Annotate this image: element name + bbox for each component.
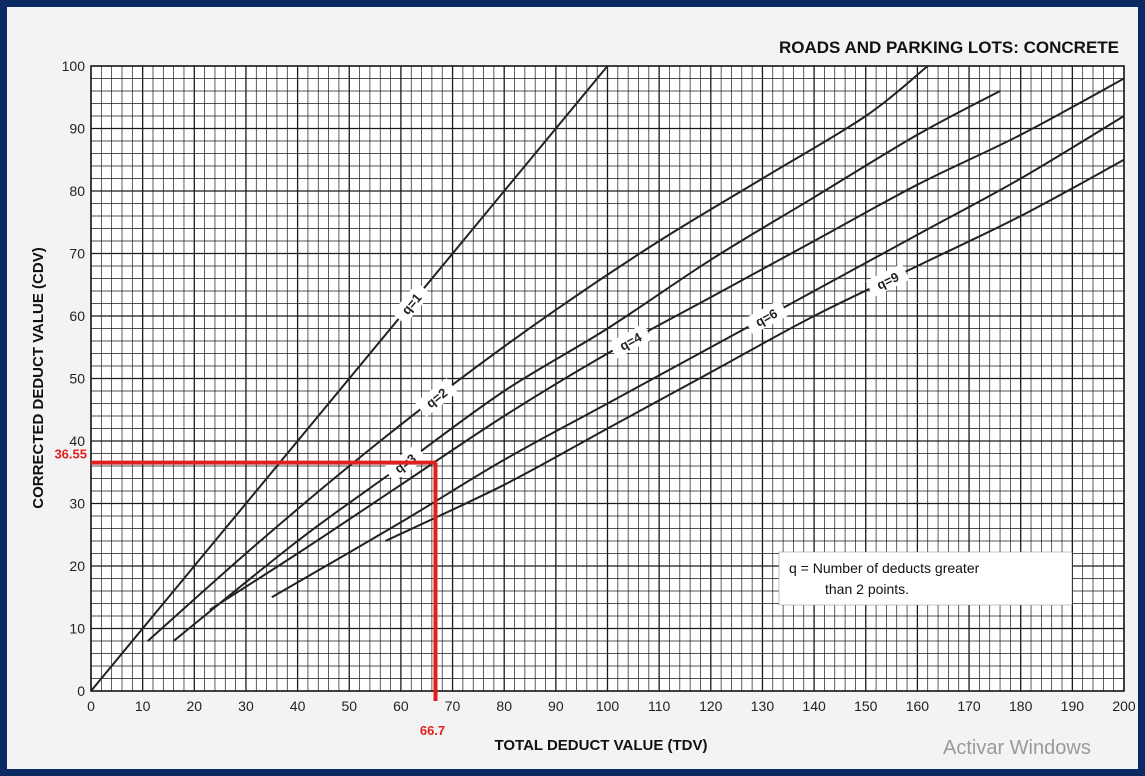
- y-tick-label: 40: [69, 433, 85, 449]
- series-label-q9: q=9: [865, 263, 910, 298]
- x-tick-label: 80: [496, 698, 512, 714]
- x-tick-label: 190: [1061, 698, 1085, 714]
- cdv-annotation-label: 36.55: [54, 447, 87, 462]
- series-line-q6: [271, 115, 1125, 599]
- tdv-annotation-label: 66.7: [420, 723, 445, 738]
- x-tick-label: 130: [751, 698, 775, 714]
- x-tick-label: 0: [87, 698, 95, 714]
- x-tick-label: 90: [548, 698, 564, 714]
- series-label-bg: [744, 299, 788, 335]
- series-label-bg: [865, 263, 910, 298]
- x-tick-label: 70: [445, 698, 461, 714]
- chart-svg: 0 10 20 30 40 50 60 70 80 90 100 110 120 130 140 150 160…: [30, 38, 1136, 759]
- x-tick-label: 180: [1009, 698, 1033, 714]
- y-tick-label: 0: [77, 683, 85, 699]
- y-tick-label: 90: [69, 121, 85, 137]
- legend-note-line1: q = Number of deducts greater: [789, 560, 980, 576]
- legend-note-line2: than 2 points.: [825, 581, 909, 597]
- grid-layer: [90, 65, 1125, 692]
- x-tick-label: 50: [341, 698, 357, 714]
- x-tick-label: 150: [854, 698, 878, 714]
- x-tick-label: 100: [596, 698, 620, 714]
- x-tick-label: 30: [238, 698, 254, 714]
- x-tick-label: 110: [648, 698, 671, 714]
- series-label-bg: [415, 378, 458, 417]
- series-line-q3: [172, 90, 1001, 642]
- y-axis-title: CORRECTED DEDUCT VALUE (CDV): [30, 247, 47, 508]
- series-line-q1: [90, 65, 609, 692]
- x-tick-label: 170: [957, 698, 981, 714]
- series-label-bg: [608, 323, 653, 359]
- y-tick-label: 70: [69, 246, 85, 262]
- x-axis-title: TOTAL DEDUCT VALUE (TDV): [494, 737, 707, 754]
- series-line-q9: [384, 158, 1125, 542]
- series-line-q4: [209, 77, 1125, 611]
- series-label-bg: [391, 282, 431, 325]
- windows-watermark: Activar Windows: [943, 737, 1091, 759]
- x-tick-label: 60: [393, 698, 409, 714]
- y-tick-label: 10: [69, 621, 85, 637]
- y-tick-label: 80: [69, 183, 85, 199]
- legend-note-box: [778, 551, 1073, 606]
- tick-layer: 0 10 20 30 40 50 60 70 80 90 100 110 120 130 140 150 160…: [62, 58, 1136, 714]
- x-tick-label: 10: [135, 698, 151, 714]
- y-tick-label: 30: [69, 496, 85, 512]
- x-tick-label: 20: [187, 698, 203, 714]
- legend-note: q = Number of deducts greater than 2 poi…: [778, 551, 1073, 606]
- y-tick-label: 50: [69, 371, 85, 387]
- y-tick-label: 60: [69, 308, 85, 324]
- series-label-q4: q=4: [608, 323, 653, 359]
- x-tick-label: 40: [290, 698, 306, 714]
- y-tick-label: 20: [69, 558, 85, 574]
- x-tick-label: 200: [1112, 698, 1136, 714]
- y-tick-label: 100: [62, 58, 86, 74]
- annotation-layer: 36.55 66.7: [54, 447, 445, 738]
- x-tick-label: 120: [699, 698, 723, 714]
- series-line-q2: [147, 65, 929, 642]
- x-tick-label: 140: [802, 698, 826, 714]
- chart-title: ROADS AND PARKING LOTS: CONCRETE: [779, 38, 1119, 57]
- x-tick-label: 160: [906, 698, 930, 714]
